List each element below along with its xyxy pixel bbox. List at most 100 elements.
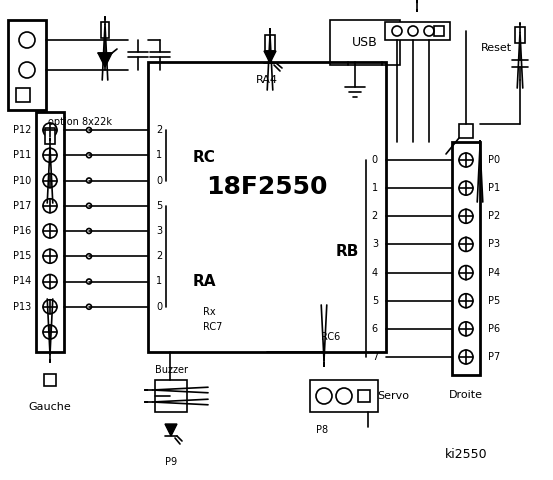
Circle shape — [336, 388, 352, 404]
Circle shape — [43, 173, 57, 188]
Polygon shape — [264, 51, 276, 63]
Circle shape — [86, 128, 91, 132]
Circle shape — [392, 26, 402, 36]
Text: P5: P5 — [488, 296, 500, 306]
Circle shape — [43, 224, 57, 238]
Text: 18F2550: 18F2550 — [206, 175, 328, 199]
Bar — [44, 374, 56, 386]
Text: P9: P9 — [165, 457, 177, 467]
Circle shape — [86, 153, 91, 158]
Circle shape — [459, 322, 473, 336]
Circle shape — [459, 294, 473, 308]
Text: Reset: Reset — [481, 43, 512, 53]
Text: RC6: RC6 — [321, 332, 340, 342]
Text: 1: 1 — [156, 150, 162, 160]
Bar — [452, 142, 480, 375]
Text: P14: P14 — [13, 276, 31, 287]
Text: P3: P3 — [488, 240, 500, 250]
Text: USB: USB — [352, 36, 378, 49]
Text: P7: P7 — [488, 352, 500, 362]
Text: Rx: Rx — [203, 307, 216, 317]
Circle shape — [43, 325, 57, 339]
Bar — [385, 22, 450, 40]
Bar — [101, 22, 109, 38]
Circle shape — [459, 209, 473, 223]
Text: P11: P11 — [13, 150, 31, 160]
Circle shape — [459, 153, 473, 167]
Circle shape — [459, 265, 473, 279]
Text: Servo: Servo — [377, 391, 409, 401]
Text: 3: 3 — [372, 240, 378, 250]
Circle shape — [86, 304, 91, 309]
Text: 4: 4 — [372, 267, 378, 277]
Circle shape — [43, 148, 57, 162]
Text: P17: P17 — [13, 201, 31, 211]
Circle shape — [459, 181, 473, 195]
Polygon shape — [165, 424, 177, 436]
Text: 5: 5 — [156, 201, 162, 211]
Bar — [45, 128, 55, 144]
Circle shape — [316, 388, 332, 404]
Circle shape — [459, 238, 473, 252]
Text: P12: P12 — [13, 125, 31, 135]
Bar — [36, 112, 64, 352]
Text: P4: P4 — [488, 267, 500, 277]
Circle shape — [43, 300, 57, 314]
Text: RC7: RC7 — [203, 322, 222, 332]
Bar — [459, 124, 473, 138]
Text: P6: P6 — [488, 324, 500, 334]
Text: P13: P13 — [13, 302, 31, 312]
Text: RA4: RA4 — [256, 75, 278, 85]
Text: 1: 1 — [372, 183, 378, 193]
Text: RA: RA — [193, 275, 217, 289]
Circle shape — [86, 254, 91, 259]
Circle shape — [86, 178, 91, 183]
Bar — [148, 62, 386, 352]
Bar — [16, 88, 30, 102]
Circle shape — [408, 26, 418, 36]
Text: 1: 1 — [156, 276, 162, 287]
Text: P2: P2 — [488, 211, 500, 221]
Text: 0: 0 — [156, 176, 162, 185]
Text: 5: 5 — [372, 296, 378, 306]
Text: Droite: Droite — [449, 390, 483, 400]
Circle shape — [43, 199, 57, 213]
Circle shape — [459, 350, 473, 364]
Circle shape — [19, 32, 35, 48]
Text: Buzzer: Buzzer — [154, 365, 187, 375]
Text: RB: RB — [336, 244, 359, 260]
Circle shape — [19, 62, 35, 78]
Polygon shape — [98, 53, 112, 67]
Text: P8: P8 — [316, 425, 328, 435]
Text: 2: 2 — [156, 251, 162, 261]
Text: P15: P15 — [13, 251, 31, 261]
Bar — [515, 27, 525, 43]
Text: Gauche: Gauche — [29, 402, 71, 412]
Text: P10: P10 — [13, 176, 31, 185]
Text: 0: 0 — [156, 302, 162, 312]
Bar — [330, 20, 400, 65]
Circle shape — [43, 123, 57, 137]
Text: 0: 0 — [372, 155, 378, 165]
Text: ki2550: ki2550 — [445, 448, 488, 461]
Circle shape — [86, 228, 91, 233]
Text: P1: P1 — [488, 183, 500, 193]
Bar — [265, 35, 275, 51]
Text: 7: 7 — [372, 352, 378, 362]
Text: 2: 2 — [372, 211, 378, 221]
Circle shape — [86, 279, 91, 284]
Bar — [310, 380, 378, 412]
Circle shape — [424, 26, 434, 36]
Text: 6: 6 — [372, 324, 378, 334]
Text: P16: P16 — [13, 226, 31, 236]
Circle shape — [86, 203, 91, 208]
Circle shape — [43, 275, 57, 288]
Bar — [8, 20, 46, 110]
Text: 3: 3 — [156, 226, 162, 236]
Bar — [358, 390, 370, 402]
Text: RC: RC — [193, 149, 216, 165]
Text: P0: P0 — [488, 155, 500, 165]
Text: option 8x22k: option 8x22k — [48, 117, 112, 127]
Text: 2: 2 — [156, 125, 162, 135]
Bar — [155, 380, 187, 412]
